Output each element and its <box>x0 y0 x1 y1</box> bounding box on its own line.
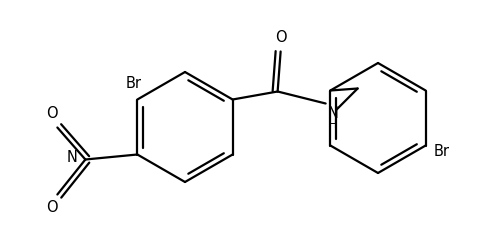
Text: N: N <box>66 150 78 165</box>
Text: N: N <box>328 106 338 121</box>
Text: O: O <box>275 30 286 45</box>
Text: H: H <box>328 118 337 131</box>
Text: Br: Br <box>434 144 450 159</box>
Text: O: O <box>46 106 58 121</box>
Text: O: O <box>46 200 58 215</box>
Text: Br: Br <box>126 76 142 91</box>
